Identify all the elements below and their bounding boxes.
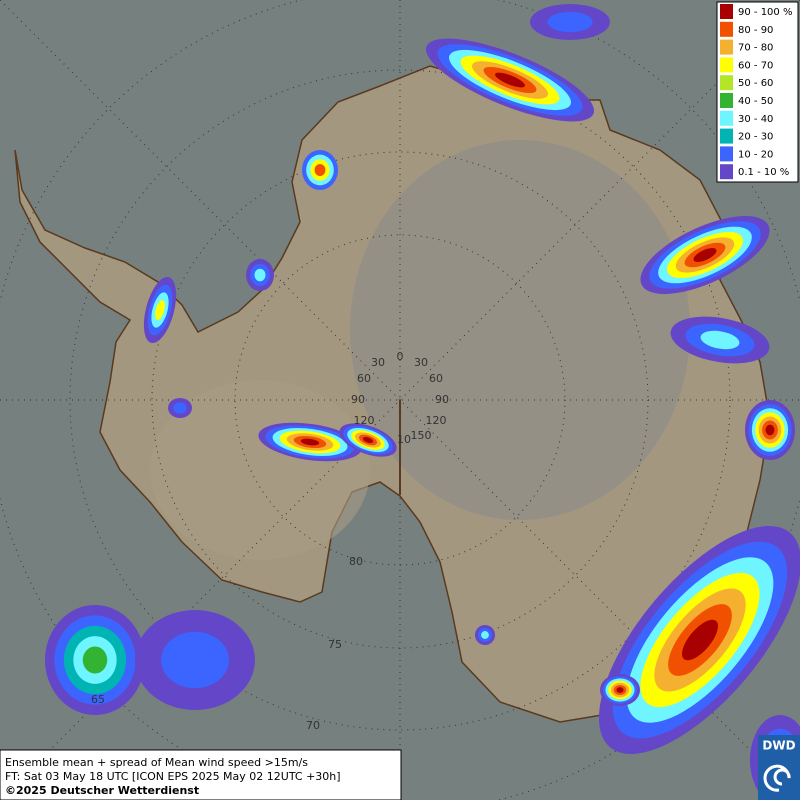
wind-band (700, 330, 740, 350)
wind-probability (45, 4, 800, 804)
legend-swatch (720, 21, 733, 37)
wind-band (161, 631, 229, 689)
wind-band (300, 438, 320, 446)
legend-label: 20 - 30 (738, 132, 773, 143)
legend-label: 60 - 70 (738, 60, 773, 71)
wind-area (745, 400, 795, 460)
wind-area (475, 625, 495, 645)
lat-label: 75 (328, 638, 342, 651)
wind-area (530, 4, 610, 40)
wind-band (547, 11, 593, 33)
legend-swatch (720, 128, 733, 144)
wind-area (670, 316, 770, 364)
wind-band (495, 72, 525, 88)
legend-swatch (720, 4, 733, 19)
wind-area (168, 398, 192, 418)
wind-band (362, 437, 374, 443)
legend-swatch (720, 93, 733, 108)
legend-swatch (720, 164, 733, 180)
legend-label: 30 - 40 (738, 114, 773, 125)
logo-text: DWD (762, 739, 795, 753)
wind-area (45, 605, 145, 715)
wind-band (616, 687, 624, 693)
legend-label: 50 - 60 (738, 78, 773, 89)
wind-band (173, 402, 187, 414)
wind-area (302, 150, 338, 190)
lon-label: 120 (354, 414, 375, 427)
legend-swatch (720, 110, 733, 126)
wind-area (246, 259, 274, 291)
lon-label: 10 (397, 433, 411, 446)
caption-box (0, 749, 402, 801)
caption-line: ©2025 Deutscher Wetterdienst (5, 784, 199, 797)
legend-swatch (720, 57, 733, 73)
grid-labels: 30 0 30 60 60 90 90 120 120 150 10 80 75… (91, 350, 449, 732)
wind-band (693, 248, 717, 262)
wind-band (314, 163, 326, 177)
legend: 90 - 100 % 80 - 90 70 - 80 60 - 70 50 - 60 40… (716, 1, 799, 183)
legend-swatch (720, 75, 733, 91)
legend-label: 70 - 80 (738, 43, 773, 54)
legend-label: 40 - 50 (738, 96, 773, 107)
lon-label: 90 (351, 393, 365, 406)
caption-line: FT: Sat 03 May 18 UTC [ICON EPS 2025 May… (5, 770, 341, 783)
wind-area (258, 422, 362, 462)
logo: DWD (758, 735, 800, 800)
wind-area (135, 610, 255, 710)
lon-label: 120 (426, 414, 447, 427)
lat-label: 65 (91, 693, 105, 706)
legend-swatch (720, 146, 733, 162)
wind-band (481, 631, 489, 639)
wind-area (339, 423, 397, 457)
legend-swatch (720, 39, 733, 55)
wind-band (254, 268, 266, 282)
wind-area (425, 38, 595, 122)
lon-label: 30 (371, 356, 385, 369)
legend-label: 10 - 20 (738, 149, 773, 160)
wind-band (765, 424, 775, 436)
lat-label: 80 (349, 555, 363, 568)
lon-label: 60 (357, 372, 371, 385)
logo-swirl (763, 764, 791, 792)
wind-area (640, 216, 770, 294)
lon-label: 150 (411, 429, 432, 442)
wind-band (155, 300, 165, 320)
legend-label: 80 - 90 (738, 25, 773, 36)
wind-band (682, 619, 718, 661)
legend-label: 0.1 - 10 % (738, 167, 789, 178)
caption-line: Ensemble mean + spread of Mean wind spee… (5, 756, 308, 769)
lon-label: 30 (414, 356, 428, 369)
lat-label: 70 (306, 719, 320, 732)
caption: Ensemble mean + spread of Mean wind spee… (0, 749, 402, 801)
lat-circle (69, 69, 731, 731)
wind-area (143, 276, 177, 344)
ice-plateau (350, 140, 690, 520)
wind-band (82, 646, 108, 674)
lon-label: 90 (435, 393, 449, 406)
wind-area (600, 674, 640, 706)
wind-area (598, 526, 800, 754)
lon-label: 0 (397, 350, 404, 363)
legend-label: 90 - 100 % (738, 7, 792, 18)
lon-label: 60 (429, 372, 443, 385)
